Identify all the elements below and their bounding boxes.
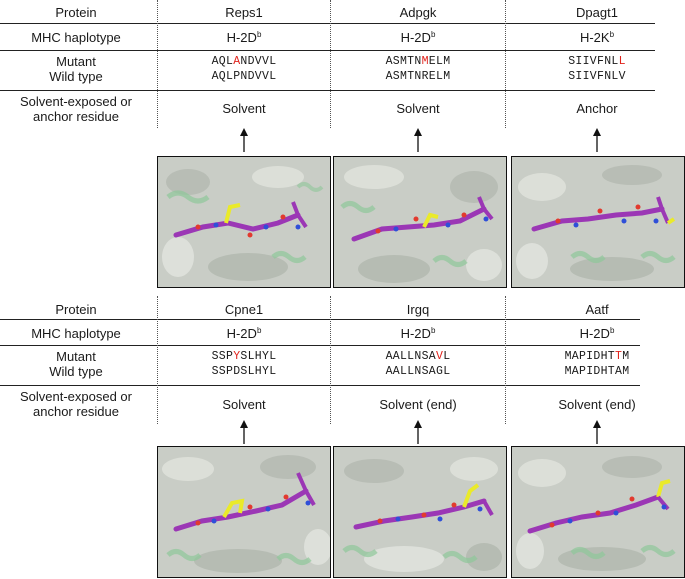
mhc-haplotype: H-2Db [579,326,615,341]
wild-type-sequence: SIIVFNLV [568,70,626,83]
arrow-up-icon [593,420,601,444]
structure-image-dpagt1 [511,156,685,288]
column-separator [330,0,331,128]
mhc-haplotype: H-2Db [226,326,262,341]
residue-type: Anchor [576,101,618,116]
divider [0,23,655,24]
peptide-mhc-structure [512,157,684,287]
wild-type-sequence: MAPIDHTAM [564,365,630,378]
row-label-wild-type: Wild type [49,364,103,379]
mhc-haplotype: H-2Db [400,326,436,341]
mutant-sequence: AQLANDVVL [211,55,277,68]
divider [0,345,640,346]
mutant-sequence: SSPYSLHYL [211,350,277,363]
column-separator [505,0,506,128]
peptide-mhc-structure [158,447,330,577]
mutant-sequence: AALLNSAVL [385,350,451,363]
wild-type-sequence: AQLPNDVVL [211,70,277,83]
divider [0,50,655,51]
residue-type: Solvent (end) [558,397,636,412]
structure-image-aatf [511,446,685,578]
mutant-sequence: MAPIDHTTM [564,350,630,363]
divider [0,90,655,91]
peptide-mhc-structure [158,157,330,287]
row-label-haplotype: MHC haplotype [31,30,121,45]
residue-type: Solvent (end) [379,397,457,412]
structure-image-irgq [333,446,507,578]
residue-type: Solvent [396,101,440,116]
wild-type-sequence: AALLNSAGL [385,365,451,378]
row-label-protein: Protein [55,302,97,317]
row-label-mutant: Mutant [56,54,96,69]
protein-name: Cpne1 [224,302,264,317]
protein-name: Adpgk [399,5,437,20]
mutant-sequence: SIIVFNLL [568,55,626,68]
row-label-solvent-anchor: Solvent-exposed or [19,94,132,109]
arrow-up-icon [414,128,422,152]
wild-type-sequence: SSPDSLHYL [211,365,277,378]
residue-type: Solvent [222,397,266,412]
wild-type-sequence: ASMTNRELM [385,70,451,83]
structure-image-reps1 [157,156,331,288]
column-separator [330,296,331,424]
row-label-solvent-anchor: anchor residue [33,109,119,124]
structure-image-adpgk [333,156,507,288]
arrow-up-icon [593,128,601,152]
column-separator [505,296,506,424]
column-separator [157,0,158,128]
mhc-haplotype: H-2Db [400,30,436,45]
row-label-protein: Protein [55,5,97,20]
structure-image-cpne1 [157,446,331,578]
protein-name: Aatf [585,302,609,317]
mhc-haplotype: H-2Kb [579,30,615,45]
residue-type: Solvent [222,101,266,116]
row-label-solvent-anchor: Solvent-exposed or [19,389,132,404]
row-label-mutant: Mutant [56,349,96,364]
row-label-solvent-anchor: anchor residue [33,404,119,419]
mhc-haplotype: H-2Db [226,30,262,45]
protein-name: Dpagt1 [576,5,618,20]
arrow-up-icon [414,420,422,444]
row-label-wild-type: Wild type [49,69,103,84]
peptide-mhc-structure [334,157,506,287]
row-label-haplotype: MHC haplotype [31,326,121,341]
mutant-sequence: ASMTNMELM [385,55,451,68]
peptide-mhc-structure [334,447,506,577]
divider [0,319,640,320]
peptide-mhc-structure [512,447,684,577]
protein-name: Irgq [406,302,430,317]
arrow-up-icon [240,420,248,444]
protein-name: Reps1 [225,5,263,20]
arrow-up-icon [240,128,248,152]
column-separator [157,296,158,424]
divider [0,385,640,386]
